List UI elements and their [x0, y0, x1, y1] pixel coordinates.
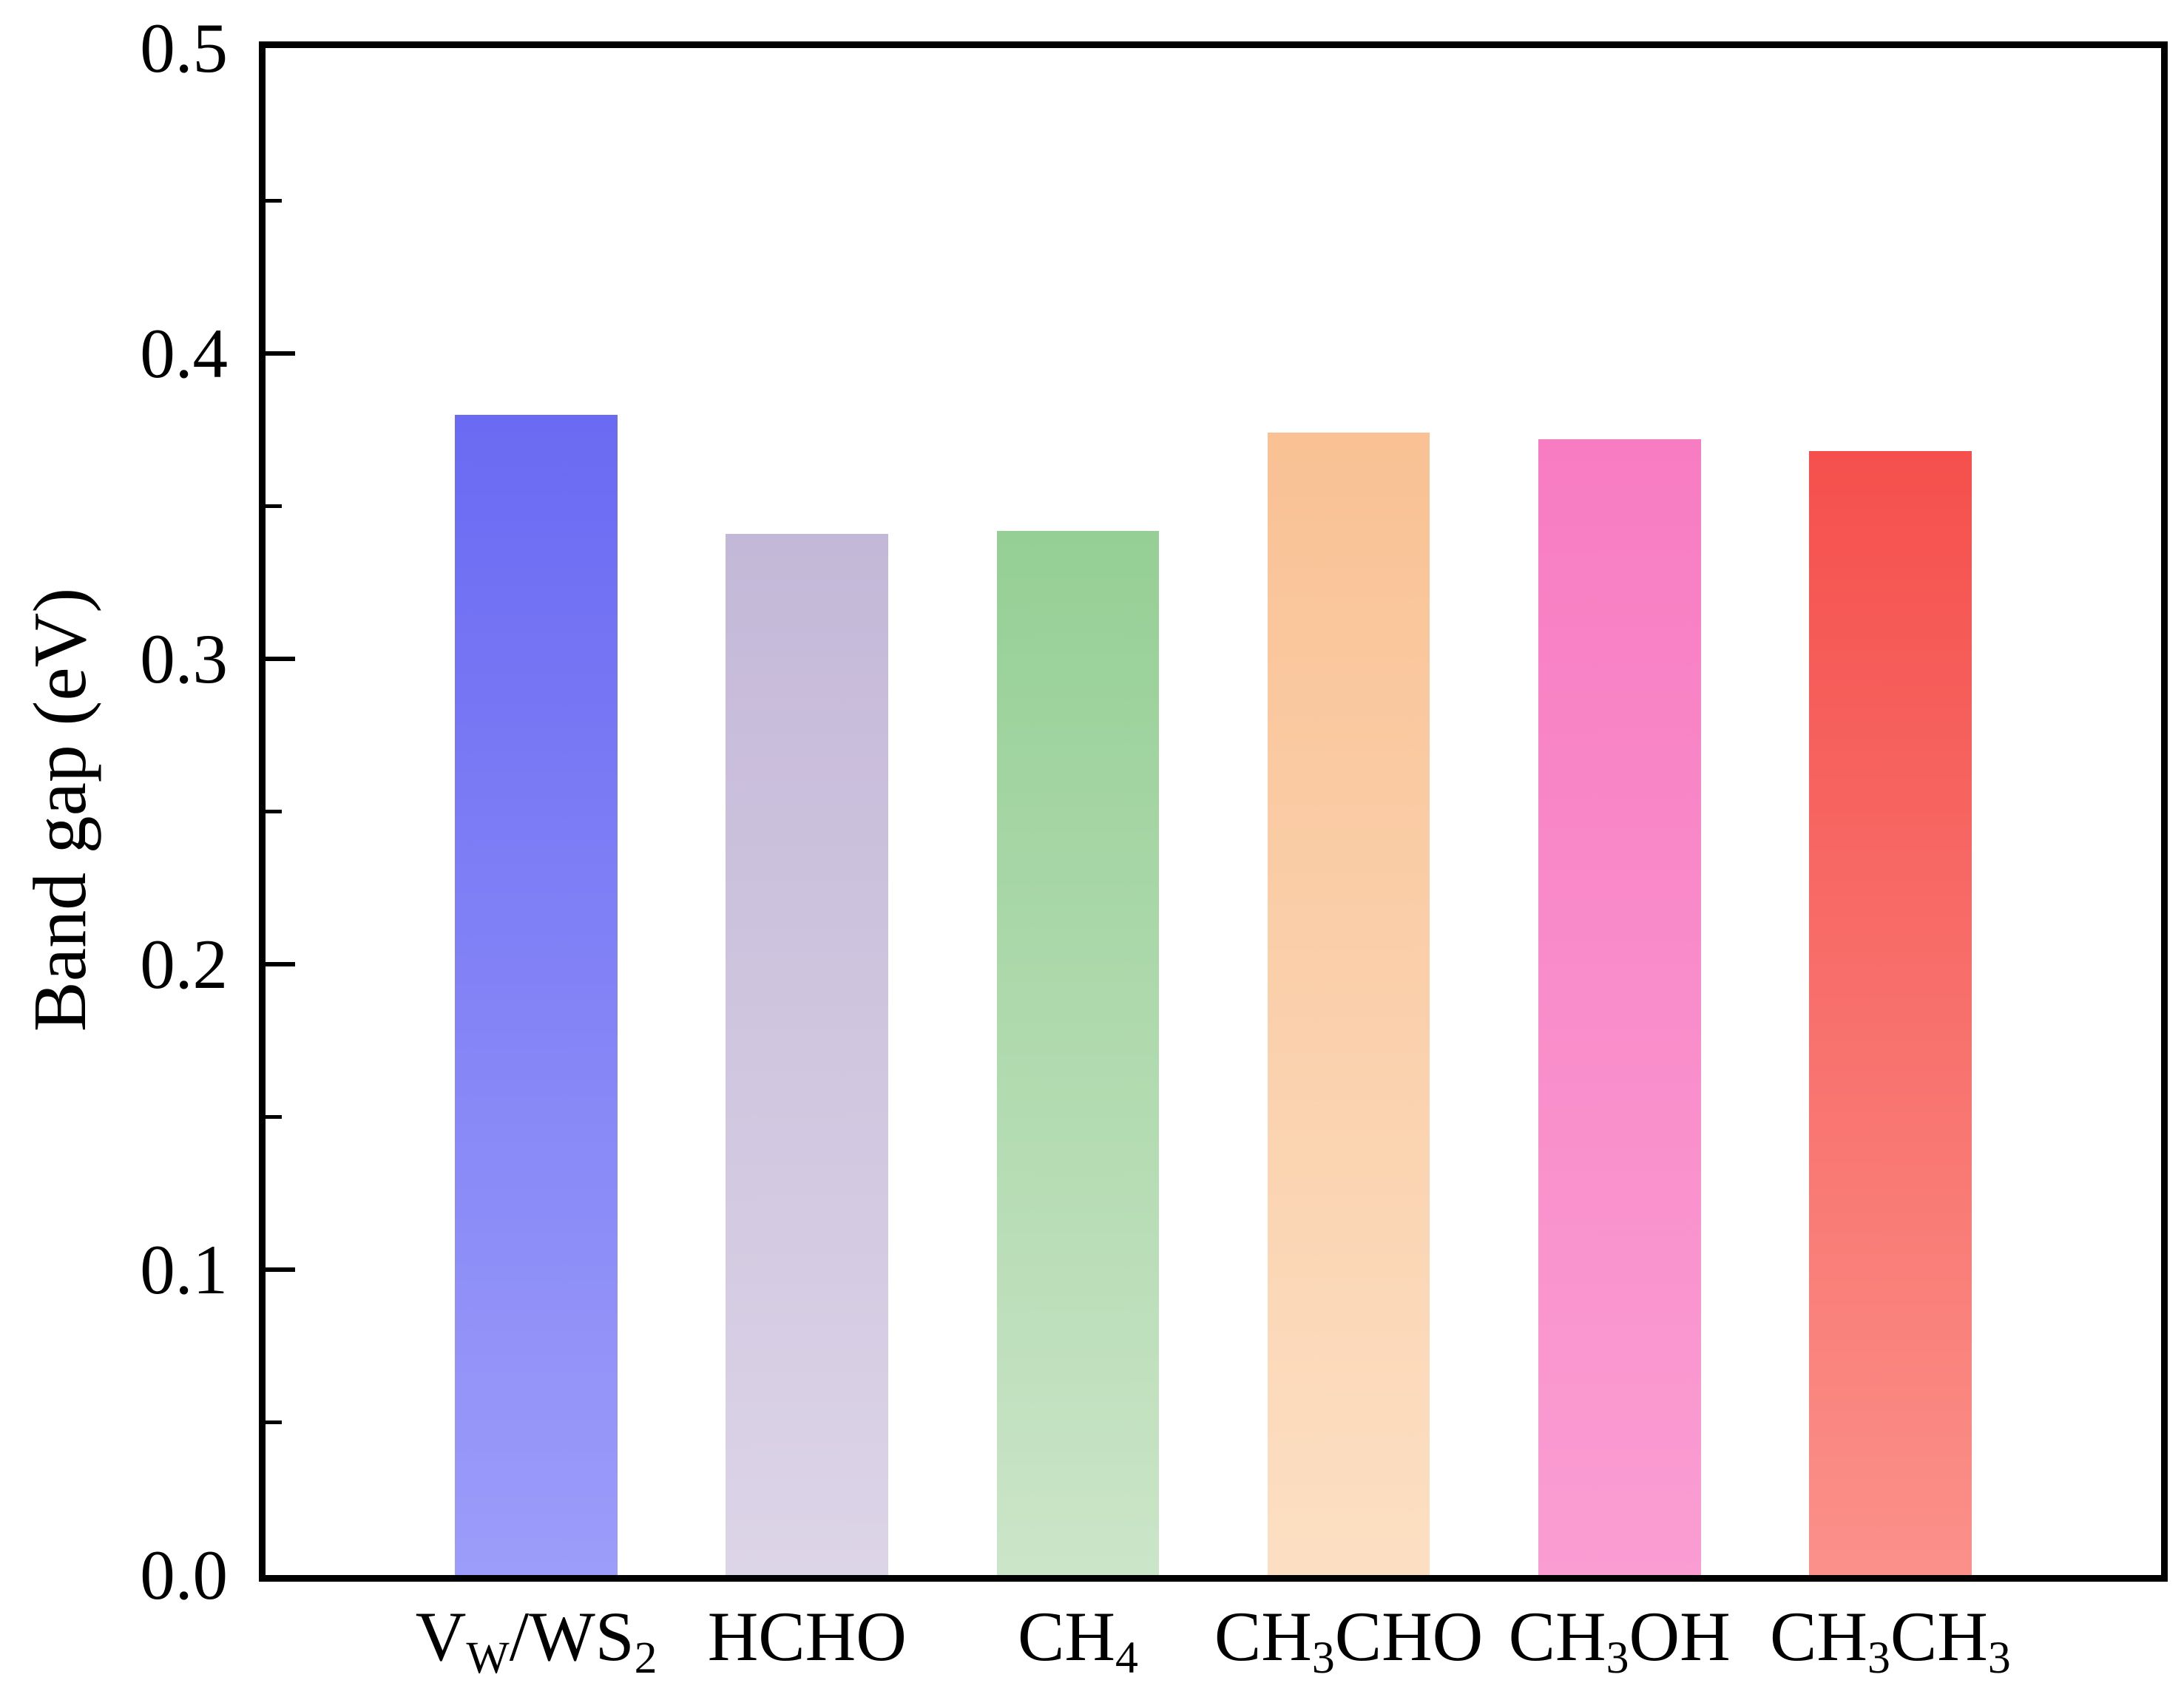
y-tick-label: 0.5	[140, 8, 228, 87]
bar-hcho	[726, 533, 889, 1575]
x-category-label: CH4	[1017, 1597, 1138, 1684]
y-major-tick	[266, 962, 295, 966]
y-major-tick	[266, 657, 295, 661]
y-minor-tick	[266, 810, 282, 813]
bar-ch4	[996, 530, 1160, 1575]
y-tick-label: 0.0	[140, 1535, 228, 1614]
plot-area	[259, 41, 2168, 1582]
x-category-label: CH3OH	[1508, 1597, 1731, 1684]
y-tick-label: 0.2	[140, 924, 228, 1003]
x-category-label: HCHO	[707, 1597, 907, 1676]
y-major-tick	[266, 351, 295, 356]
y-major-tick	[266, 1267, 295, 1272]
x-category-label: VW/WS2	[415, 1597, 657, 1684]
y-tick-label: 0.4	[140, 314, 228, 393]
y-tick-label: 0.1	[140, 1230, 228, 1309]
bar-ch3ch3	[1809, 451, 1972, 1575]
y-minor-tick	[266, 1115, 282, 1119]
y-minor-tick	[266, 1420, 282, 1424]
y-tick-label: 0.3	[140, 619, 228, 698]
bar-vwws2	[455, 414, 618, 1575]
bar-ch3oh	[1538, 438, 1701, 1575]
y-minor-tick	[266, 199, 282, 203]
x-category-label: CH3CHO	[1214, 1597, 1484, 1684]
x-category-label: CH3CH3	[1769, 1597, 2011, 1684]
y-minor-tick	[266, 504, 282, 508]
bar-ch3cho	[1267, 433, 1430, 1575]
